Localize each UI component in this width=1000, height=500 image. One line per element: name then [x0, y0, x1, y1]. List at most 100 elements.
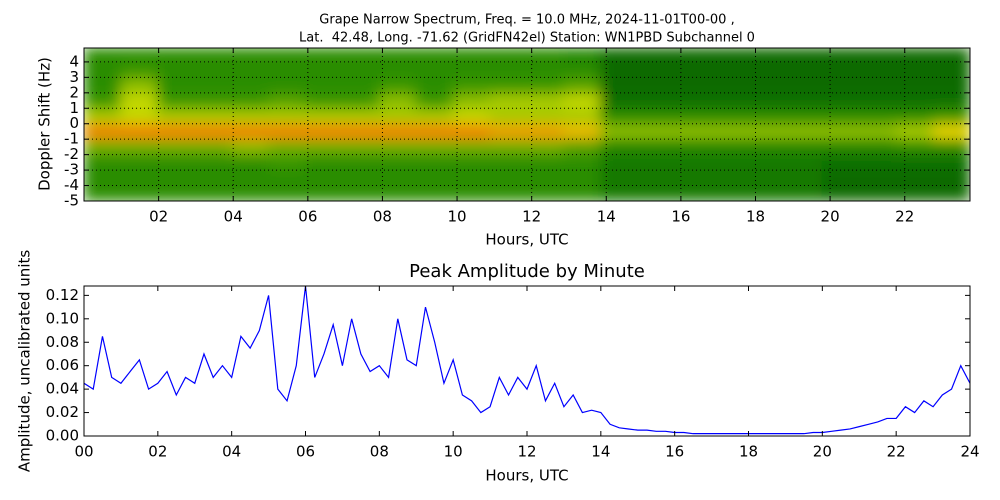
heat-cell [157, 154, 196, 171]
heat-cell [895, 108, 934, 125]
heat-cell [268, 62, 306, 80]
heat-cell [674, 154, 713, 171]
heat-cell [858, 48, 897, 64]
heat-cell [637, 154, 676, 171]
heat-cell [526, 78, 565, 95]
x-tick-label: 16 [671, 208, 690, 226]
heat-cell [932, 62, 970, 80]
heat-cell [378, 108, 417, 125]
heat-cell [563, 124, 602, 141]
heat-cell [452, 124, 491, 141]
heat-cell [858, 78, 897, 95]
heat-cell [489, 62, 528, 80]
heat-cell [120, 185, 159, 201]
plot-area [84, 48, 970, 201]
heat-cell [821, 48, 860, 64]
y-tick-label: -4 [64, 176, 79, 194]
heat-cell [637, 93, 676, 110]
heat-cell [231, 139, 270, 156]
x-tick-label: 06 [296, 443, 315, 461]
heat-cell [157, 169, 196, 187]
heat-cell [452, 154, 491, 171]
heat-cell [600, 139, 639, 156]
heat-cell [748, 154, 786, 171]
heat-cell [932, 154, 970, 171]
heat-cell [784, 154, 823, 171]
heat-cell [674, 62, 713, 80]
heat-cell [194, 169, 233, 187]
heat-cell [341, 93, 380, 110]
y-tick-label: 2 [69, 83, 79, 101]
heat-cell [674, 185, 713, 201]
heat-cell [674, 169, 713, 187]
heat-cell [895, 78, 934, 95]
chart-subtitle: Lat. 42.48, Long. -71.62 (GridFN42el) St… [299, 31, 755, 46]
heat-cell [674, 139, 713, 156]
heat-cell [600, 169, 639, 187]
heat-cell [674, 124, 713, 141]
x-tick-label: 10 [448, 208, 467, 226]
y-tick-label: 1 [69, 99, 79, 117]
heat-cell [452, 48, 491, 64]
x-axis-label: Hours, UTC [485, 231, 568, 249]
heat-cell [84, 185, 122, 201]
heat-cell [452, 185, 491, 201]
y-axis-label: Amplitude, uncalibrated units [16, 250, 34, 473]
heat-cell [341, 108, 380, 125]
heat-cell [674, 78, 713, 95]
heat-cell [305, 169, 343, 187]
heat-cell [341, 154, 380, 171]
y-tick-label: -5 [64, 192, 79, 210]
heat-cell [415, 78, 454, 95]
heat-cell [157, 48, 196, 64]
heat-cell [415, 124, 454, 141]
heat-cell [526, 139, 565, 156]
heat-cell [932, 108, 970, 125]
x-tick-label: 14 [597, 208, 616, 226]
heat-cell [674, 93, 713, 110]
heat-cell [563, 62, 602, 80]
heat-cell [674, 108, 713, 125]
heat-cell [415, 139, 454, 156]
heat-cell [600, 124, 639, 141]
x-tick-label: 00 [74, 443, 93, 461]
heat-cell [600, 185, 639, 201]
heat-cell [711, 62, 749, 80]
y-tick-label: 0.06 [46, 356, 79, 374]
x-tick-label: 18 [739, 443, 758, 461]
heat-cell [305, 93, 343, 110]
heatmap [84, 48, 970, 201]
y-axis-label: Doppler Shift (Hz) [36, 57, 54, 191]
x-tick-label: 18 [746, 208, 765, 226]
heat-cell [378, 169, 417, 187]
heat-cell [84, 48, 122, 64]
heat-cell [120, 78, 159, 95]
heat-cell [194, 48, 233, 64]
heat-cell [784, 62, 823, 80]
heat-cell [120, 169, 159, 187]
y-tick-label: 3 [69, 68, 79, 86]
x-tick-label: 22 [895, 208, 914, 226]
heat-cell [858, 185, 897, 201]
heat-cell [157, 139, 196, 156]
heat-cell [526, 108, 565, 125]
heat-cell [268, 93, 306, 110]
heat-cell [858, 139, 897, 156]
heat-cell [932, 185, 970, 201]
x-axis-label: Hours, UTC [485, 467, 568, 485]
heat-cell [231, 108, 270, 125]
heat-cell [84, 93, 122, 110]
heat-cell [600, 93, 639, 110]
x-tick-label: 20 [821, 208, 840, 226]
heat-cell [637, 48, 676, 64]
heat-cell [194, 185, 233, 201]
heat-cell [748, 48, 786, 64]
heat-cell [341, 169, 380, 187]
heat-cell [563, 48, 602, 64]
y-tick-label: -2 [64, 145, 79, 163]
heat-cell [305, 108, 343, 125]
heat-cell [895, 139, 934, 156]
heat-cell [932, 78, 970, 95]
heat-cell [194, 62, 233, 80]
heat-cell [415, 108, 454, 125]
